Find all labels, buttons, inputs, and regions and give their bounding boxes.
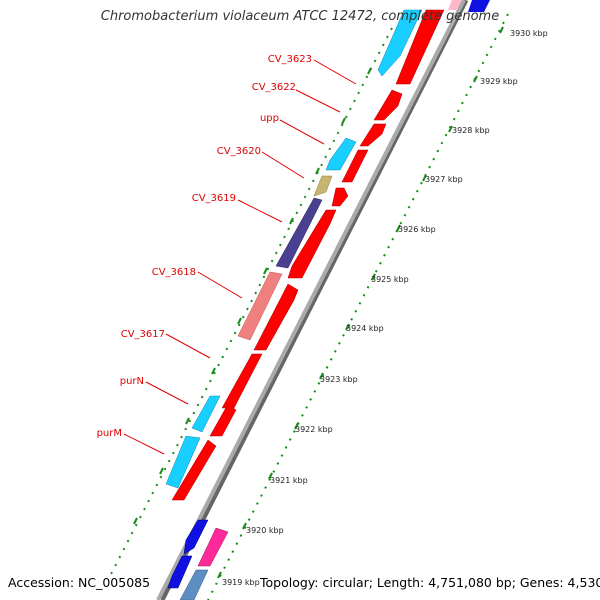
- left-dotted-ring: [107, 27, 393, 581]
- gene-label-purM: purM: [97, 428, 122, 439]
- gene-label-cv3619: CV_3619: [192, 193, 236, 204]
- cds-forward-purM: [171, 439, 217, 501]
- cds-reverse-blue-1: [183, 519, 209, 555]
- reverse-strand-features: [165, 9, 423, 589]
- genome-backbone: [156, 0, 466, 600]
- kbp-label-3927: 3927 kbp: [425, 175, 463, 184]
- left-major-ticks: [133, 67, 372, 525]
- cds-forward-cv3618: [253, 283, 299, 351]
- gene-label-cv3620: CV_3620: [217, 146, 261, 157]
- cds-reverse-cv3618: [237, 271, 283, 341]
- right-dotted-ring: [207, 13, 509, 600]
- cds-forward-cv3619b: [287, 209, 337, 279]
- cds-reverse-purM: [165, 435, 201, 489]
- gene-labels: CV_3623 CV_3622 upp CV_3620 CV_3619 CV_3…: [97, 54, 312, 439]
- kbp-label-3928: 3928 kbp: [452, 126, 490, 135]
- kbp-label-3921: 3921 kbp: [270, 476, 308, 485]
- cds-forward-cv3620b: [341, 149, 369, 183]
- cds-reverse-cv3620: [325, 137, 357, 171]
- topology-label: Topology: circular; Length: 4,751,080 bp…: [260, 575, 600, 590]
- cds-forward-cv3619: [331, 187, 349, 207]
- kbp-label-3926: 3926 kbp: [398, 225, 436, 234]
- cds-forward-top-blue: [468, 0, 490, 12]
- cds-forward-cv3620: [359, 123, 387, 147]
- kbp-label-3922: 3922 kbp: [295, 425, 333, 434]
- gene-label-cv3618: CV_3618: [152, 267, 196, 278]
- gene-label-cv3623: CV_3623: [268, 54, 312, 65]
- kbp-label-3923: 3923 kbp: [320, 375, 358, 384]
- kbp-label-3920: 3920 kbp: [246, 526, 284, 535]
- kbp-label-3929: 3929 kbp: [480, 77, 518, 86]
- gene-label-upp: upp: [260, 113, 279, 124]
- cds-forward-upp: [373, 89, 403, 121]
- gene-label-cv3622: CV_3622: [252, 82, 296, 93]
- cds-reverse-cv3619: [275, 197, 323, 269]
- right-major-ticks: [217, 26, 504, 579]
- kbp-label-3919: 3919 kbp: [222, 578, 260, 587]
- kbp-label-3925: 3925 kbp: [371, 275, 409, 284]
- gene-label-cv3617: CV_3617: [121, 329, 165, 340]
- cds-forward-magenta: [197, 527, 229, 567]
- cds-reverse-tan: [313, 175, 333, 197]
- cds-reverse-blue-2: [167, 555, 193, 589]
- genome-backbone-shadow: [159, 0, 469, 600]
- cds-forward-purN: [209, 403, 237, 437]
- cds-forward-steel: [179, 569, 209, 600]
- cds-forward-cv3617: [221, 353, 263, 409]
- kbp-labels: 3930 kbp 3929 kbp 3928 kbp 3927 kbp 3926…: [222, 29, 548, 587]
- accession-label: Accession: NC_005085: [8, 575, 151, 590]
- map-title: Chromobacterium violaceum ATCC 12472, co…: [100, 9, 500, 24]
- gene-label-leaders: [123, 59, 357, 455]
- forward-strand-features: [171, 0, 490, 600]
- cds-forward-top-pink: [448, 0, 462, 10]
- kbp-label-3924: 3924 kbp: [346, 324, 384, 333]
- cds-reverse-cv3623: [377, 9, 423, 77]
- cds-forward-1: [395, 9, 445, 85]
- cds-reverse-purN: [191, 395, 221, 433]
- gene-label-purN: purN: [120, 376, 144, 387]
- kbp-label-3930: 3930 kbp: [510, 29, 548, 38]
